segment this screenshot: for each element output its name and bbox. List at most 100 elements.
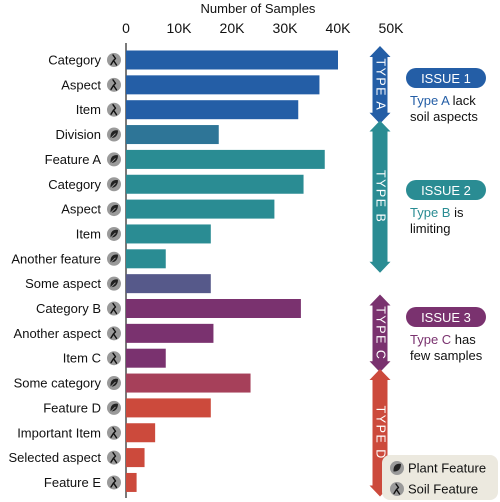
type-label: TYPE C (374, 306, 388, 360)
root-shape (110, 79, 118, 91)
plant-icon (390, 461, 404, 475)
soil-icon (390, 482, 404, 496)
root-shape (110, 352, 118, 364)
issue-pill (406, 68, 486, 88)
x-tick-label: 10K (167, 20, 193, 36)
category-label: Aspect (61, 202, 101, 217)
plant-icon (107, 177, 121, 192)
issue-type-word: Type B (410, 205, 450, 220)
root-shape (110, 54, 118, 66)
issue-type-word: Type A (410, 93, 450, 108)
bar (126, 448, 145, 468)
soil-icon (107, 326, 121, 341)
category-label: Feature E (44, 475, 101, 490)
x-tick-label: 20K (220, 20, 246, 36)
issue-note-rest: is (450, 205, 464, 220)
feature-icons (107, 53, 121, 490)
root-shape (110, 302, 118, 315)
category-label: Item (76, 102, 101, 117)
issue-note-line1: Type C has (410, 332, 476, 347)
bar (126, 174, 304, 194)
bar (126, 398, 211, 418)
category-label: Division (55, 127, 101, 142)
legend-box (382, 455, 498, 500)
issue-type-word: Type C (410, 332, 451, 347)
plant-icon (107, 276, 121, 291)
category-label: Feature D (43, 400, 101, 415)
bar (126, 299, 301, 318)
root-shape (110, 103, 118, 116)
plant-icon (107, 226, 121, 241)
x-tick-label: 0 (122, 20, 130, 36)
bar (126, 373, 251, 393)
leaf-vein (109, 406, 116, 413)
bar (126, 274, 211, 294)
soil-icon (107, 450, 121, 465)
root-shape (110, 476, 118, 489)
bar (126, 100, 299, 120)
category-label: Another aspect (14, 326, 102, 341)
issue-note-rest: lack (449, 93, 476, 108)
plant-icon (107, 251, 121, 266)
issue-note-line1: Type A lack (410, 93, 476, 108)
category-labels: Category Aspect Item Division Feature A Categ… (8, 53, 101, 490)
plant-icon (107, 127, 121, 142)
legend-label: Plant Feature (408, 461, 486, 476)
issue-title: ISSUE 2 (421, 183, 471, 198)
leaf-vein (109, 133, 116, 140)
bar (126, 423, 156, 443)
issue-title: ISSUE 3 (421, 310, 471, 325)
category-label: Category (48, 53, 101, 68)
root-shape (110, 451, 118, 464)
soil-icon (107, 301, 121, 316)
x-tick-label: 30K (273, 20, 299, 36)
bar (126, 75, 320, 95)
leaf-vein (109, 282, 116, 289)
bars (126, 50, 338, 492)
soil-icon (107, 53, 121, 67)
category-label: Another feature (11, 251, 101, 266)
category-label: Some aspect (25, 276, 101, 291)
plant-icon (107, 152, 121, 167)
bar (126, 224, 211, 244)
category-label: Some category (14, 376, 102, 391)
type-label: TYPE D (374, 406, 388, 460)
soil-icon (107, 425, 121, 440)
issue-note-line1: Type B is (410, 205, 464, 220)
soil-icon (107, 475, 121, 490)
leaf-vein (109, 158, 116, 165)
plant-icon (107, 376, 121, 391)
category-label: Item C (63, 351, 101, 366)
category-label: Selected aspect (8, 450, 101, 465)
plant-icon (107, 202, 121, 217)
soil-icon (107, 77, 121, 92)
bar (126, 50, 338, 70)
leaf-vein (109, 381, 116, 388)
bar (126, 348, 166, 368)
bar (126, 125, 219, 145)
issue-note-line2: few samples (410, 348, 483, 363)
category-label: Important Item (17, 425, 101, 440)
legend-label: Soil Feature (408, 482, 478, 497)
x-axis: Number of Samples 0 10K 20K 30K 40K 50K (122, 1, 404, 498)
type-arrow (369, 46, 391, 124)
plant-icon (107, 400, 121, 415)
leaf-vein (109, 207, 116, 214)
issue-note-rest: has (451, 332, 476, 347)
bar (126, 199, 275, 219)
type-brackets: TYPE A TYPE B TYPE C TYPE D (369, 46, 391, 497)
issue-pill (406, 307, 486, 327)
leaf-vein (109, 257, 116, 264)
leaf-vein (109, 232, 116, 239)
bar (126, 249, 166, 269)
x-axis-title: Number of Samples (201, 1, 316, 16)
bar (126, 149, 325, 169)
type-label: TYPE A (374, 58, 388, 111)
legend: Plant Feature Soil Feature (382, 455, 498, 500)
x-tick-label: 50K (379, 20, 405, 36)
type-arrow (369, 120, 391, 273)
category-label: Item (76, 226, 101, 241)
category-label: Category B (36, 301, 101, 316)
type-label: TYPE B (374, 170, 388, 223)
